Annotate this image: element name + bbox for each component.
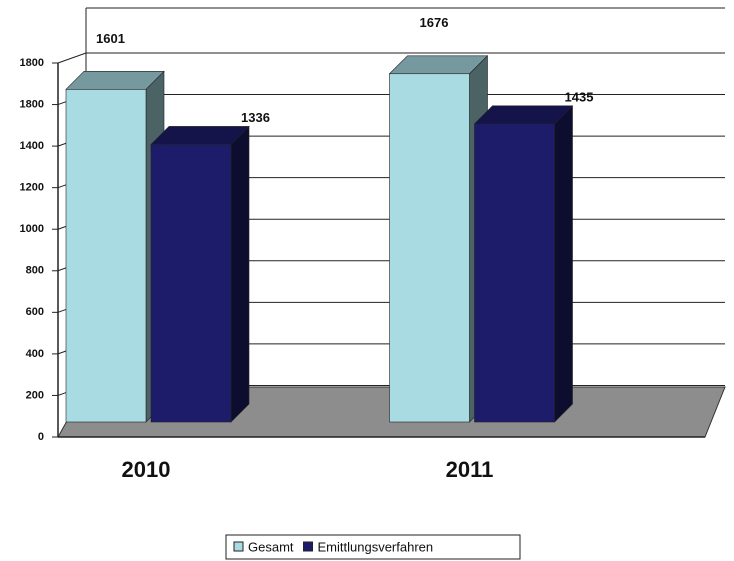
data-label: 1676 xyxy=(420,15,449,30)
y-tick-label: 1800 xyxy=(20,57,44,69)
data-label: 1435 xyxy=(565,89,594,104)
bar xyxy=(389,73,470,423)
bar-side xyxy=(554,105,573,423)
bar-side xyxy=(230,125,250,423)
data-label: 1601 xyxy=(96,31,125,46)
y-tick-label: 800 xyxy=(26,265,44,277)
grid-line-diagonal xyxy=(57,52,87,64)
legend-swatch xyxy=(303,541,314,552)
y-tick-label: 1400 xyxy=(20,140,44,152)
y-tick-label: 0 xyxy=(38,431,44,443)
y-tick-label: 400 xyxy=(26,348,44,360)
y-tick-label: 1000 xyxy=(20,223,44,235)
y-tick-label: 1800 xyxy=(20,98,44,110)
bar xyxy=(65,89,147,423)
y-tick-label: 200 xyxy=(26,389,44,401)
data-label: 1336 xyxy=(241,110,270,125)
legend-swatch xyxy=(233,541,244,552)
x-tick-label: 2010 xyxy=(122,457,171,482)
legend-box xyxy=(225,534,521,560)
y-tick-label: 600 xyxy=(26,306,44,318)
legend-label: Gesamt xyxy=(248,539,294,554)
legend-label: Emittlungsverfahren xyxy=(318,539,434,554)
bar xyxy=(150,144,232,423)
x-tick-label: 2011 xyxy=(446,457,494,482)
bar xyxy=(474,123,555,423)
y-tick-label: 1200 xyxy=(20,182,44,194)
